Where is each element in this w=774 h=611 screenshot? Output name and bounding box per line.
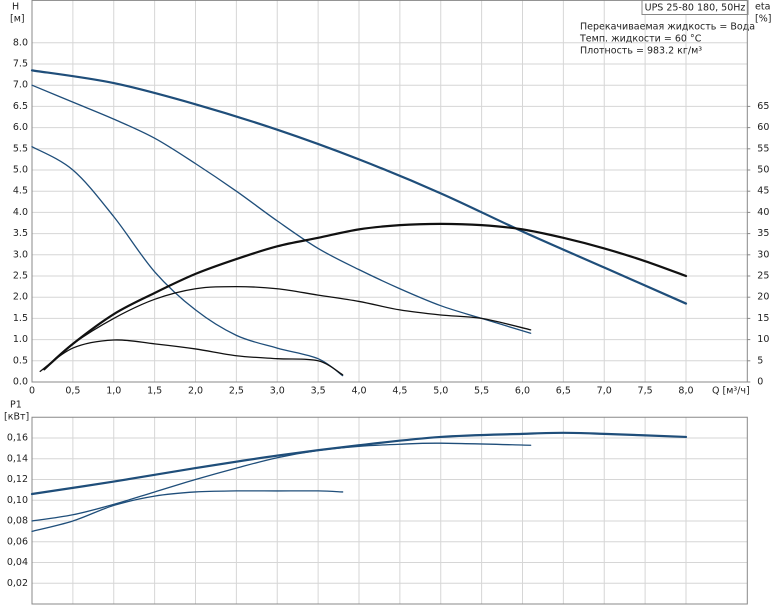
y-tick-label: 7.5 bbox=[13, 59, 28, 70]
x-tick-label: 5,0 bbox=[433, 386, 448, 397]
y2-tick-label: 50 bbox=[757, 165, 769, 176]
y2-tick-label: 5 bbox=[757, 355, 763, 366]
y-tick-label: 4.0 bbox=[13, 207, 28, 218]
y-tick-label: 0,14 bbox=[7, 453, 28, 464]
y2-tick-label: 45 bbox=[757, 186, 769, 197]
y-axis-label: H bbox=[12, 2, 19, 13]
curve bbox=[31, 490, 344, 533]
annotation: Темп. жидкости = 60 °C bbox=[579, 34, 702, 45]
y-tick-label: 2.0 bbox=[13, 292, 28, 303]
curve bbox=[43, 222, 688, 371]
curve bbox=[39, 339, 344, 376]
y-tick-label: 3.0 bbox=[13, 249, 28, 260]
annotation: Перекачиваемая жидкость = Вода bbox=[580, 22, 755, 33]
y2-tick-label: 35 bbox=[757, 228, 769, 239]
y-tick-label: 7.0 bbox=[13, 80, 28, 91]
x-tick-label: 8,0 bbox=[678, 386, 693, 397]
y-tick-label: 1.0 bbox=[13, 334, 28, 345]
plot-frame bbox=[31, 0, 748, 383]
y-axis-label: P1 bbox=[10, 400, 22, 411]
y2-tick-label: 60 bbox=[757, 122, 769, 133]
x-tick-label: 2,0 bbox=[188, 386, 203, 397]
y2-tick-label: 0 bbox=[757, 377, 763, 388]
y2-tick-label: 15 bbox=[757, 313, 769, 324]
annotation: Плотность = 983.2 кг/м³ bbox=[580, 46, 702, 57]
y2-tick-label: 40 bbox=[757, 207, 769, 218]
curve bbox=[30, 69, 688, 305]
y2-axis-label: eta bbox=[755, 2, 770, 13]
curve bbox=[31, 146, 344, 377]
y-tick-label: 0,16 bbox=[7, 433, 28, 444]
y-tick-label: 0.5 bbox=[13, 355, 28, 366]
y-tick-label: 0,08 bbox=[7, 516, 28, 527]
x-tick-label: 1,0 bbox=[106, 386, 121, 397]
curve bbox=[31, 442, 532, 522]
x-tick-label: 1,5 bbox=[147, 386, 162, 397]
y2-tick-label: 20 bbox=[757, 292, 769, 303]
y2-axis-unit: [%] bbox=[755, 14, 771, 25]
y2-tick-label: 25 bbox=[757, 271, 769, 282]
x-tick-label: 0,5 bbox=[65, 386, 80, 397]
curve bbox=[30, 431, 688, 496]
y-tick-label: 8.0 bbox=[13, 37, 28, 48]
y-tick-label: 6.0 bbox=[13, 122, 28, 133]
y-tick-label: 5.5 bbox=[13, 143, 28, 154]
y-tick-label: 5.0 bbox=[13, 165, 28, 176]
y-tick-label: 4.5 bbox=[13, 186, 28, 197]
x-tick-label: 4,5 bbox=[392, 386, 407, 397]
x-tick-label: 6,0 bbox=[515, 386, 530, 397]
x-tick-label: 0 bbox=[29, 386, 35, 397]
x-axis-label: Q [м³/ч] bbox=[712, 386, 750, 397]
plot-frame bbox=[31, 416, 748, 605]
x-tick-label: 7,0 bbox=[597, 386, 612, 397]
x-tick-label: 2,5 bbox=[229, 386, 244, 397]
curve bbox=[47, 285, 532, 366]
y2-tick-label: 65 bbox=[757, 101, 769, 112]
x-tick-label: 4,0 bbox=[351, 386, 366, 397]
chart-title: UPS 25-80 180, 50Hz bbox=[645, 3, 746, 14]
y2-tick-label: 55 bbox=[757, 143, 769, 154]
x-tick-label: 3,0 bbox=[270, 386, 285, 397]
y-tick-label: 0,06 bbox=[7, 536, 28, 547]
y-tick-label: 3.5 bbox=[13, 228, 28, 239]
x-tick-label: 3,5 bbox=[311, 386, 326, 397]
y-tick-label: 0,10 bbox=[7, 495, 28, 506]
y-tick-label: 1.5 bbox=[13, 313, 28, 324]
y-axis-unit: [кВт] bbox=[4, 412, 29, 423]
y2-tick-label: 30 bbox=[757, 249, 769, 260]
y-tick-label: 6.5 bbox=[13, 101, 28, 112]
x-tick-label: 7,5 bbox=[638, 386, 653, 397]
x-tick-label: 5,5 bbox=[474, 386, 489, 397]
y-tick-label: 0.0 bbox=[13, 377, 28, 388]
y-axis-unit: [м] bbox=[10, 14, 25, 25]
x-tick-label: 6,5 bbox=[556, 386, 571, 397]
curve bbox=[31, 84, 532, 334]
y-tick-label: 0,12 bbox=[7, 474, 28, 485]
y2-tick-label: 10 bbox=[757, 334, 769, 345]
y-tick-label: 0,04 bbox=[7, 557, 28, 568]
y-tick-label: 0,02 bbox=[7, 578, 28, 589]
y-tick-label: 2.5 bbox=[13, 271, 28, 282]
